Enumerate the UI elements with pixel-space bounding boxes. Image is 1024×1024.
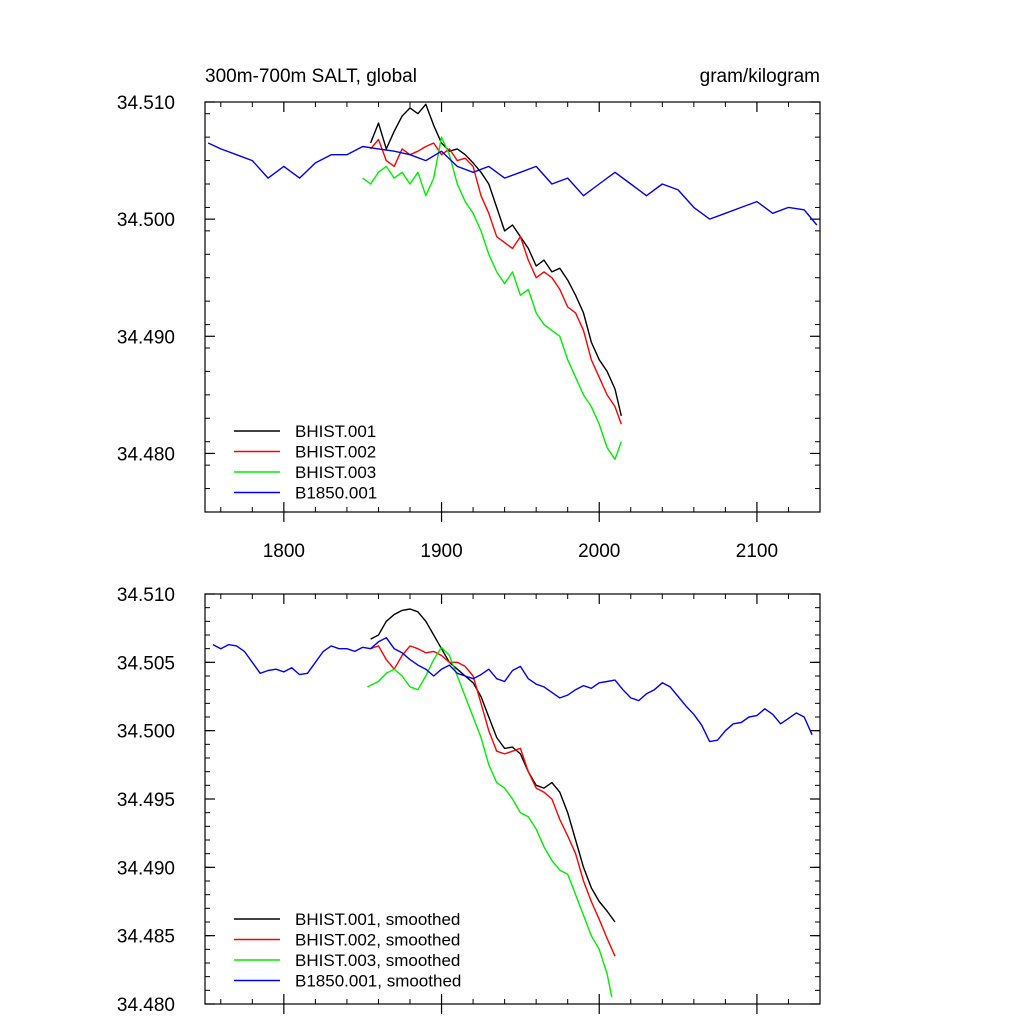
y-tick-label: 34.495 — [117, 790, 175, 811]
legend-label: B1850.001 — [295, 484, 377, 503]
y-tick-label: 34.490 — [117, 858, 175, 879]
y-tick-label: 34.480 — [117, 995, 175, 1016]
x-tick-label: 2100 — [736, 541, 778, 562]
series-line — [212, 637, 813, 743]
y-tick-label: 34.485 — [117, 927, 175, 948]
x-tick-label: 1900 — [420, 541, 462, 562]
panel-title: 300m-700m SALT, global — [205, 66, 417, 87]
series-line — [367, 646, 613, 998]
legend-label: BHIST.002, smoothed — [295, 931, 460, 950]
y-tick-label: 34.480 — [117, 444, 175, 465]
x-tick-label: 2000 — [578, 541, 620, 562]
y-tick-label: 34.500 — [117, 210, 175, 231]
x-tick-label: 1800 — [263, 541, 305, 562]
plot-frame — [204, 593, 821, 1005]
y-tick-label: 34.510 — [117, 93, 175, 114]
plot-frame — [204, 101, 821, 513]
legend-label: BHIST.003 — [295, 463, 376, 482]
series-line — [370, 138, 622, 425]
y-tick-label: 34.490 — [117, 327, 175, 348]
series-line — [369, 103, 622, 417]
bottom-panel: 34.480 34.485 34.490 34.495 34.500 34.505 34.5… — [117, 585, 821, 1016]
legend-label: BHIST.003, smoothed — [295, 951, 460, 970]
legend-label: B1850.001, smoothed — [295, 972, 461, 991]
top-panel: 300m-700m SALT, global gram/kilogram 180… — [117, 66, 821, 562]
series-line — [362, 136, 622, 460]
series-line — [370, 608, 616, 923]
legend-label: BHIST.002 — [295, 443, 376, 462]
panel-units: gram/kilogram — [700, 66, 820, 87]
y-tick-label: 34.500 — [117, 722, 175, 743]
y-tick-label: 34.510 — [117, 585, 175, 606]
legend-label: BHIST.001, smoothed — [295, 910, 460, 929]
series-line — [370, 645, 616, 957]
series-line — [207, 142, 818, 226]
y-tick-label: 34.505 — [117, 653, 175, 674]
legend-label: BHIST.001 — [295, 422, 376, 441]
